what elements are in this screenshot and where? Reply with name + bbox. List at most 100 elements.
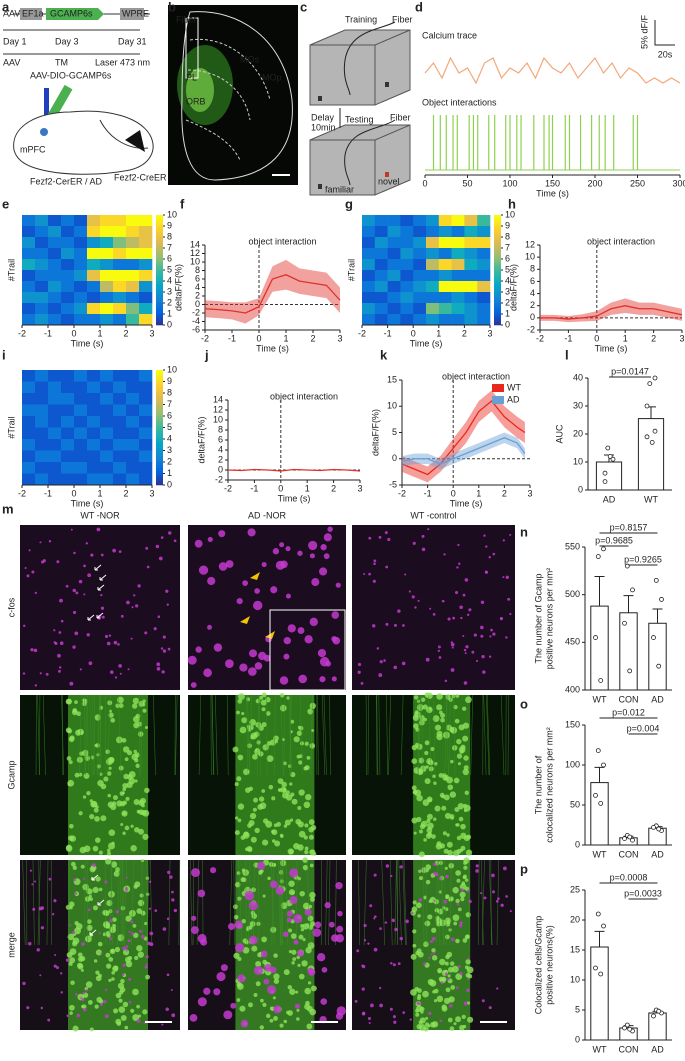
arrowhead	[250, 572, 260, 580]
cfos-cell	[34, 591, 37, 594]
y-tick-label: -2	[192, 307, 200, 317]
dendrite	[402, 859, 406, 946]
heatmap-cell	[126, 303, 140, 315]
colorbar-segment	[156, 393, 163, 397]
cfos-cell	[332, 636, 341, 645]
gcamp-cell	[279, 1023, 284, 1028]
legend-swatch	[492, 384, 504, 392]
arena-label: novel	[378, 176, 400, 186]
cfos-cell	[171, 1013, 176, 1018]
gcamp-cell	[426, 758, 433, 765]
cfos-cell	[218, 530, 226, 538]
cfos-cell	[361, 987, 365, 991]
mean-line	[401, 437, 526, 465]
colorbar-label: 0	[505, 319, 510, 329]
gcamp-cell	[110, 803, 117, 811]
heatmap-cell	[126, 248, 140, 260]
x-tick-label: -1	[44, 328, 52, 338]
x-tick-label: 1	[283, 333, 288, 343]
p-value: p=0.012	[612, 707, 645, 717]
cfos-cell	[455, 986, 459, 990]
colorbar-segment	[156, 427, 163, 431]
heatmap-cell	[113, 292, 127, 304]
gcamp-cell	[248, 925, 253, 930]
colorbar-segment	[494, 292, 501, 296]
gcamp-cell	[267, 876, 271, 881]
heatmap-cell	[426, 303, 440, 315]
cfos-cell	[368, 536, 372, 540]
gcamp-cell	[94, 714, 102, 721]
x-tick-label: 0	[594, 333, 599, 343]
gcamp-cell	[117, 934, 125, 942]
gcamp-cell	[463, 835, 470, 842]
heatmap-cell	[451, 303, 465, 315]
panel-letter: d	[415, 0, 423, 14]
heatmap-cell	[113, 303, 127, 315]
x-tick-label: 3	[357, 483, 362, 493]
heatmap-cell	[362, 215, 376, 227]
heatmap-cell	[48, 259, 62, 271]
gcamp-cell	[307, 981, 312, 985]
gcamp-cell	[75, 729, 82, 736]
cfos-cell	[48, 877, 52, 881]
cfos-cell	[45, 672, 49, 676]
colorbar-segment	[156, 314, 163, 318]
gcamp-cell	[262, 744, 269, 751]
region-label: mPFC	[20, 144, 46, 154]
x-tick-label: 3	[337, 333, 342, 343]
cfos-cell	[168, 531, 172, 535]
gcamp-cell	[241, 918, 247, 924]
cfos-cell	[34, 684, 38, 687]
gcamp-cell	[430, 746, 435, 752]
gcamp-cell	[233, 904, 238, 910]
cfos-cell	[378, 673, 383, 677]
colorbar-label: 8	[505, 231, 510, 241]
heatmap-cell	[61, 473, 75, 486]
mouse-label: Fezf2-CerER / AD	[30, 176, 103, 186]
gcamp-cell	[450, 759, 454, 764]
heatmap-cell	[100, 215, 114, 227]
gcamp-cell	[413, 695, 419, 700]
gcamp-cell	[253, 797, 259, 803]
cfos-cell	[161, 670, 165, 674]
cfos-cell	[287, 624, 296, 633]
p-value: p=0.0033	[624, 888, 662, 898]
gcamp-cell	[456, 878, 461, 883]
dendrite	[285, 859, 289, 946]
scale-bar	[654, 20, 675, 46]
dendrite	[417, 694, 420, 776]
gcamp-cell	[249, 725, 254, 730]
cfos-cell	[253, 600, 263, 611]
gcamp-cell	[429, 979, 437, 987]
arrow	[97, 584, 105, 591]
colorbar-segment	[494, 294, 501, 298]
heatmap-cell	[22, 427, 36, 440]
gcamp-cell	[411, 817, 418, 824]
gcamp-cell	[95, 949, 102, 956]
gcamp-cell	[122, 746, 130, 753]
cfos-cell	[128, 1000, 132, 1004]
region-label: Fiber	[176, 14, 197, 24]
panel-letter: p	[520, 861, 528, 876]
colorbar-segment	[494, 267, 501, 271]
gcamp-cell	[411, 785, 417, 791]
gcamp-cell	[139, 797, 147, 805]
heatmap-cell	[100, 314, 114, 326]
panel-b-image	[168, 5, 298, 185]
x-tick-label: -1	[250, 483, 258, 493]
gcamp-cell	[425, 864, 432, 871]
gcamp-cell	[82, 883, 89, 891]
heatmap-cell	[126, 226, 140, 238]
gcamp-cell	[94, 816, 100, 822]
heatmap-cell	[35, 248, 49, 260]
gcamp-cell	[132, 715, 140, 723]
gcamp-cell	[416, 794, 423, 802]
x-tick-label: 1	[305, 483, 310, 493]
heatmap-cell	[100, 381, 114, 394]
cfos-cell	[121, 973, 125, 976]
gcamp-cell	[444, 961, 449, 966]
dendrite	[441, 859, 445, 946]
gcamp-cell	[436, 693, 443, 700]
micrograph	[20, 525, 180, 690]
